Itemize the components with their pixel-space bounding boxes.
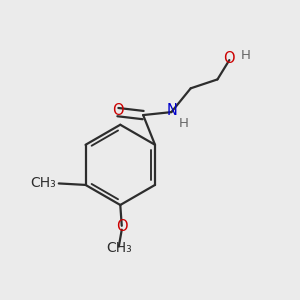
Text: O: O bbox=[116, 219, 128, 234]
Text: O: O bbox=[224, 51, 235, 66]
Text: N: N bbox=[167, 103, 177, 118]
Text: CH₃: CH₃ bbox=[106, 241, 132, 255]
Text: O: O bbox=[112, 103, 124, 118]
Text: H: H bbox=[178, 117, 188, 130]
Text: CH₃: CH₃ bbox=[31, 176, 56, 190]
Text: H: H bbox=[241, 49, 250, 62]
